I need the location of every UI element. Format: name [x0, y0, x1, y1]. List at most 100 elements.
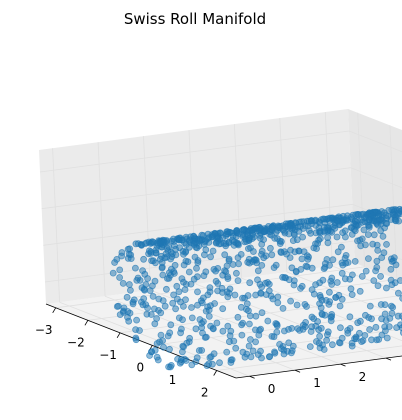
scatter-point	[280, 350, 288, 358]
scatter-point	[125, 317, 133, 325]
scatter-point	[328, 280, 336, 288]
scatter-point	[219, 305, 227, 313]
grid-line-z	[43, 203, 353, 246]
scatter-point	[201, 334, 209, 341]
scatter-point	[312, 338, 320, 345]
scatter-point	[285, 230, 293, 238]
scatter-point	[225, 338, 233, 346]
scatter-point	[219, 271, 227, 279]
scatter-point	[139, 267, 147, 275]
scatter-point	[239, 294, 246, 302]
scatter-point	[227, 359, 235, 366]
scatter-point	[164, 332, 172, 340]
grid-line-y	[324, 111, 333, 267]
scatter-point	[161, 302, 169, 310]
grid-line-z	[350, 167, 402, 189]
scatter-point	[244, 258, 252, 266]
grid-line-y	[143, 136, 151, 291]
grid-line-x	[389, 125, 398, 280]
chart-title: Swiss Roll Manifold	[124, 10, 266, 28]
scatter-point	[241, 353, 249, 361]
y-tick-mark	[385, 357, 392, 361]
scatter-point	[219, 327, 227, 335]
scatter-point	[231, 291, 239, 299]
scatter-point	[271, 349, 279, 357]
scatter-point	[374, 282, 382, 290]
scatter-point	[382, 219, 390, 227]
scatter-point	[226, 332, 234, 340]
scatter-point	[125, 281, 133, 288]
scatter-point	[116, 266, 124, 274]
scatter-point	[132, 336, 140, 344]
scatter-point	[173, 282, 181, 290]
grid-line-z	[41, 167, 351, 210]
scatter-point	[175, 236, 183, 244]
y-tick-mark	[249, 375, 255, 379]
scatter-point	[289, 237, 297, 245]
scatter-point	[288, 264, 296, 272]
scatter-point	[266, 244, 274, 252]
scatter-point	[277, 248, 285, 256]
scatter-point	[172, 305, 180, 313]
scatter-point	[336, 324, 344, 332]
scatter-point	[323, 336, 331, 344]
scatter-point	[245, 342, 253, 350]
scatter-point	[241, 238, 249, 246]
scatter-point	[298, 255, 306, 263]
scatter-point	[245, 320, 253, 328]
scatter-point	[193, 264, 200, 272]
scatter-point	[364, 255, 372, 263]
scatter-point	[258, 250, 265, 258]
scatter-point	[381, 310, 389, 318]
scatter-point	[279, 304, 287, 312]
x-tick-mark	[213, 370, 218, 376]
scatter-point	[254, 267, 262, 275]
grid-line-x	[216, 345, 402, 371]
scatter-point	[249, 347, 257, 355]
scatter-point	[328, 341, 336, 349]
scatter-point	[213, 319, 221, 327]
scatter-point	[188, 304, 195, 311]
grid-line-y	[241, 277, 402, 342]
scatter-point	[356, 287, 364, 295]
scatter-point	[362, 267, 370, 275]
scatter-point	[378, 315, 386, 323]
grid-line-y	[279, 117, 288, 273]
scatter-point	[170, 291, 178, 299]
scatter-point	[151, 320, 159, 328]
scatter-point	[165, 269, 173, 277]
scatter-point	[338, 259, 346, 267]
x-tick-mark	[52, 307, 57, 314]
scatter-point	[268, 231, 275, 239]
scatter-point	[377, 301, 385, 308]
scatter-point	[333, 233, 341, 241]
scatter-point	[391, 216, 399, 224]
scatter-point	[246, 336, 254, 343]
scatter-point	[175, 314, 183, 322]
scatter-point	[379, 232, 387, 240]
scatter-point	[109, 269, 117, 277]
scatter-point	[155, 295, 163, 303]
scatter-point	[235, 260, 243, 268]
y-tick-label: 1	[313, 376, 321, 390]
scatter-point	[169, 299, 177, 307]
scatter-point	[270, 264, 278, 272]
scatter-point	[302, 262, 310, 270]
x-tick-label: −3	[35, 323, 53, 337]
scatter-point	[341, 227, 349, 235]
scatter-point	[177, 329, 185, 337]
scatter-point	[329, 223, 337, 231]
scatter-point	[195, 347, 203, 354]
scatter-point	[138, 284, 146, 292]
scatter-point	[206, 354, 214, 362]
scatter-point	[200, 272, 208, 280]
y-tick-label: 0	[268, 382, 276, 396]
scatter-point	[374, 221, 382, 229]
scatter-point	[383, 334, 391, 342]
scatter-point	[190, 275, 198, 283]
scatter-point	[111, 259, 118, 266]
scatter-point	[203, 362, 211, 370]
scatter-point	[116, 311, 124, 319]
scatter-point	[387, 302, 395, 310]
